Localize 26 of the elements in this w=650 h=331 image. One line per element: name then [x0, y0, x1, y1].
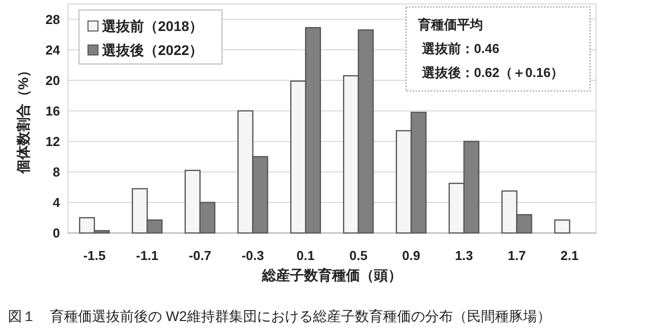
y-tick-label: 8 — [52, 164, 60, 180]
x-axis-title: 総産子数育種価（頭） — [261, 267, 402, 283]
y-tick-label: 12 — [46, 134, 60, 149]
x-tick-label: -0.3 — [242, 248, 264, 263]
x-tick-label: -1.1 — [136, 248, 158, 263]
y-tick-label: 24 — [46, 42, 61, 58]
x-tick-label: -0.7 — [188, 248, 212, 263]
x-tick-label: -1.5 — [83, 248, 106, 263]
y-tick-label: 28 — [46, 12, 60, 27]
y-tick-label: 20 — [46, 72, 60, 88]
legend-label: 選抜後（2022） — [101, 42, 204, 58]
x-tick-label: 0.5 — [349, 248, 368, 263]
x-tick-label: 0.9 — [402, 248, 420, 263]
x-tick-label: 1.3 — [454, 248, 474, 263]
y-tick-label: 16 — [46, 103, 60, 118]
annotation: 選抜後：0.62（＋0.16） — [421, 65, 564, 80]
x-tick-label: 1.7 — [508, 248, 526, 263]
text: 図１ 育種価選抜前後の W2維持群集団における総産子数育種価の分布（民間種豚場） — [8, 308, 551, 324]
x-tick-label: 2.1 — [560, 248, 579, 263]
legend-label: 選抜前（2018） — [101, 18, 204, 34]
annotation: 育種価平均 — [417, 17, 483, 32]
annotation: 選抜前：0.46 — [421, 41, 500, 56]
y-axis-title: 個体数割合（%） — [15, 63, 31, 175]
y-tick-label: 0 — [52, 226, 60, 240]
y-tick-label: 4 — [52, 194, 61, 210]
x-tick-label: 0.1 — [296, 248, 315, 263]
